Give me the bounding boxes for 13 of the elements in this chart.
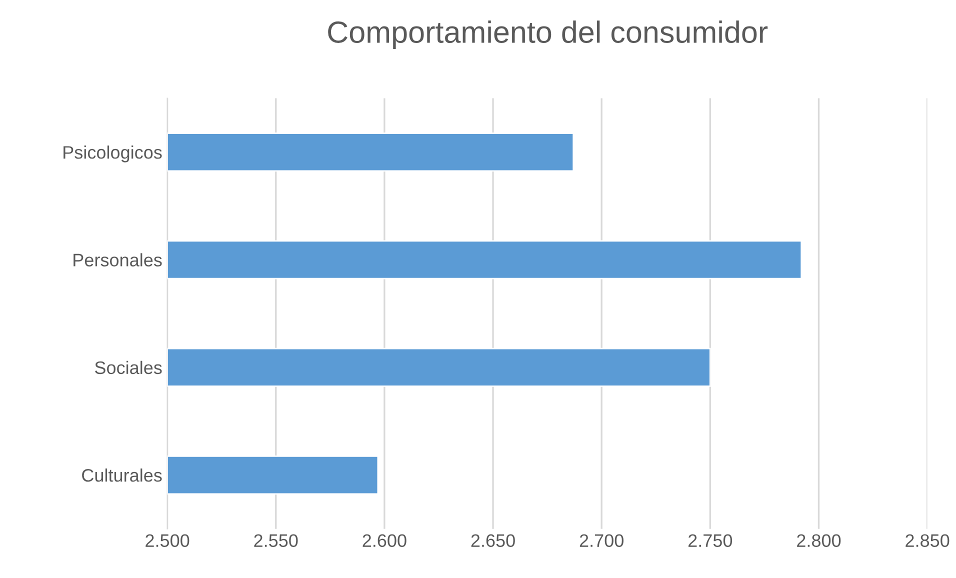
x-tick-label: 2.650 [471, 534, 515, 547]
x-tick-label: 2.500 [146, 534, 190, 547]
y-tick-label: Sociales [95, 360, 162, 374]
y-tick-label: Culturales [82, 468, 162, 482]
x-tick-label: 2.800 [797, 534, 841, 547]
x-tick-label: 2.600 [362, 534, 406, 547]
x-tick-label: 2.850 [906, 534, 950, 547]
chart-title: Comportamiento del consumidor [328, 20, 768, 50]
y-tick-label: Personales [74, 253, 162, 266]
x-tick-label: 2.700 [580, 534, 624, 547]
x-tick-label: 2.550 [254, 534, 298, 547]
y-tick-label: Psicologicos [64, 146, 162, 162]
x-tick-label: 2.750 [688, 534, 732, 547]
